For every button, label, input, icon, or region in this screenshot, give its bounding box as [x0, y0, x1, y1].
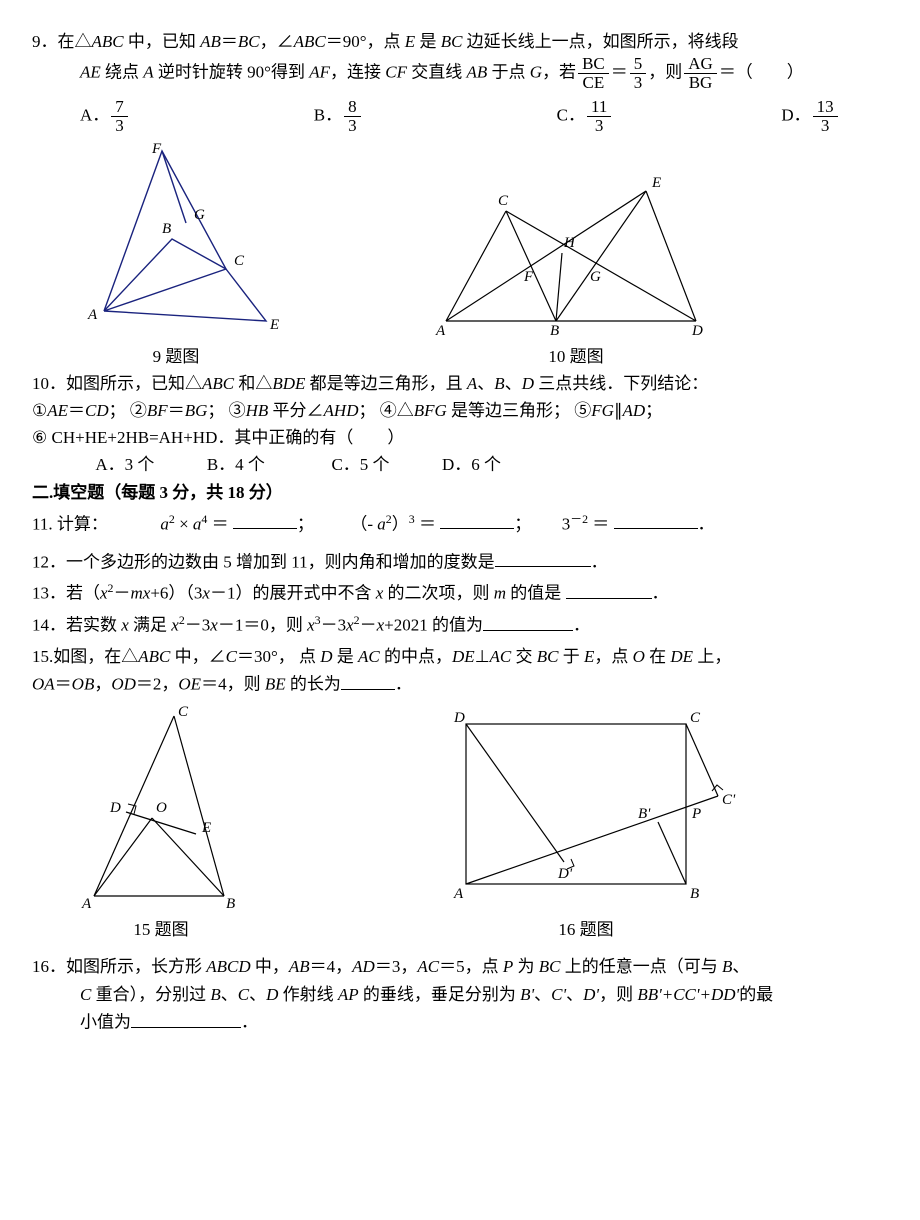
q11-blank-c[interactable] — [614, 510, 698, 530]
q15-figure: C A B D O E 15 题图 — [66, 704, 256, 943]
svg-text:P: P — [691, 806, 701, 822]
q10-figure-caption: 10 题图 — [426, 343, 726, 370]
q11-blank-b[interactable] — [440, 510, 514, 530]
q15-line2: OA＝OB，OD＝2，OE＝4，则 BE 的长为． — [32, 670, 888, 698]
svg-text:C: C — [498, 193, 509, 209]
svg-text:D: D — [453, 710, 465, 726]
q10-option-c[interactable]: C．5 个 — [331, 455, 389, 474]
q9-figure: F A B G C E 9 题图 — [66, 141, 286, 370]
q9-number: 9． — [32, 32, 58, 51]
svg-text:C: C — [690, 710, 701, 726]
q10-svg: A B D C E F G H — [426, 161, 726, 341]
svg-text:E: E — [651, 175, 661, 191]
q9-figure-caption: 9 题图 — [66, 343, 286, 370]
svg-text:D: D — [109, 800, 121, 816]
frac-ag-bg: AGBG — [684, 55, 717, 92]
section2-title: 二.填空题（每题 3 分，共 18 分） — [32, 479, 888, 506]
q12-number: 12． — [32, 552, 66, 571]
svg-text:E: E — [269, 317, 279, 333]
q15-blank[interactable] — [341, 670, 395, 690]
svg-text:A: A — [87, 307, 98, 323]
figures-row-1: F A B G C E 9 题图 A B D C E F G H 10 题图 — [32, 141, 888, 370]
frac-bc-ce: BCCE — [578, 55, 609, 92]
q15-line1: 15.如图，在△ABC 中，∠C＝30°， 点 D 是 AC 的中点，DE⊥AC… — [32, 643, 888, 670]
svg-text:B: B — [226, 896, 235, 912]
q10-number: 10． — [32, 374, 66, 393]
svg-text:A: A — [81, 896, 92, 912]
q15-number: 15. — [32, 647, 53, 666]
q9-line1: 9．在△ABC 中，已知 AB＝BC，∠ABC＝90°，点 E 是 BC 边延长… — [32, 28, 888, 55]
q13-line: 13．若（x2－mx+6）（3x－1）的展开式中不含 x 的二次项，则 m 的值… — [32, 579, 888, 607]
q9-options: A．73 B．83 C．113 D．133 — [80, 98, 888, 135]
q16-number: 16． — [32, 957, 66, 976]
q13-blank[interactable] — [566, 579, 652, 599]
q11-line: 11. 计算： a2 × a4 ＝ ； （- a2）3 ＝ ； 3－2 ＝ ． — [32, 510, 888, 538]
svg-text:C: C — [178, 704, 189, 720]
q9-svg: F A B G C E — [66, 141, 286, 341]
svg-text:B: B — [550, 323, 559, 339]
q13-number: 13． — [32, 584, 66, 603]
q15-svg: C A B D O E — [66, 704, 256, 914]
q10-figure: A B D C E F G H 10 题图 — [426, 161, 726, 370]
q9-option-a[interactable]: A．73 — [80, 98, 130, 135]
frac-5-3: 53 — [630, 55, 647, 92]
svg-text:O: O — [156, 800, 167, 816]
q10-option-a[interactable]: A．3 个 — [95, 455, 154, 474]
svg-text:D: D — [691, 323, 703, 339]
q16-svg: A B C D P D' C' B' — [426, 704, 746, 914]
q16-line3: 小值为． — [32, 1008, 888, 1036]
q16-line1: 16．如图所示，长方形 ABCD 中，AB＝4，AD＝3，AC＝5，点 P 为 … — [32, 953, 888, 980]
svg-text:C': C' — [722, 792, 736, 808]
q15-figure-caption: 15 题图 — [66, 916, 256, 943]
q9-option-b[interactable]: B．83 — [314, 98, 363, 135]
q10-line2: ①AE＝CD； ②BF＝BG； ③HB 平分∠AHD； ④△BFG 是等边三角形… — [32, 397, 888, 424]
page: 9．在△ABC 中，已知 AB＝BC，∠ABC＝90°，点 E 是 BC 边延长… — [0, 0, 920, 1220]
svg-text:F: F — [523, 269, 534, 285]
q12-line: 12．一个多边形的边数由 5 增加到 11，则内角和增加的度数是． — [32, 548, 888, 576]
q16-blank[interactable] — [131, 1008, 241, 1028]
q14-line: 14．若实数 x 满足 x2－3x－1＝0，则 x3－3x2－x+2021 的值… — [32, 611, 888, 639]
q14-blank[interactable] — [483, 611, 573, 631]
q10-option-b[interactable]: B．4 个 — [207, 455, 265, 474]
q10-line1: 10．如图所示，已知△ABC 和△BDE 都是等边三角形，且 A、B、D 三点共… — [32, 370, 888, 397]
svg-text:F: F — [151, 141, 162, 157]
q9-option-c[interactable]: C．113 — [557, 98, 614, 135]
q10-options: A．3 个 B．4 个 C．5 个 D．6 个 — [32, 451, 888, 478]
q9-line2: AE 绕点 A 逆时针旋转 90°得到 AF，连接 CF 交直线 AB 于点 G… — [32, 55, 888, 92]
q9-option-d[interactable]: D．133 — [781, 98, 839, 135]
q14-number: 14． — [32, 616, 66, 635]
svg-text:B: B — [690, 886, 699, 902]
svg-text:A: A — [453, 886, 464, 902]
svg-text:G: G — [590, 269, 601, 285]
q16-figure: A B C D P D' C' B' 16 题图 — [426, 704, 746, 943]
q16-line2: C 重合），分别过 B、C、D 作射线 AP 的垂线，垂足分别为 B'、C'、D… — [32, 981, 888, 1008]
q11-blank-a[interactable] — [233, 510, 297, 530]
svg-text:A: A — [435, 323, 446, 339]
svg-text:D': D' — [557, 866, 573, 882]
svg-text:B: B — [162, 221, 171, 237]
svg-text:G: G — [194, 207, 205, 223]
q16-figure-caption: 16 题图 — [426, 916, 746, 943]
q11-number: 11. — [32, 514, 57, 533]
q10-option-d[interactable]: D．6 个 — [442, 455, 501, 474]
figures-row-2: C A B D O E 15 题图 A B C D P D' C' B' 16 题图 — [32, 704, 888, 943]
q12-blank[interactable] — [495, 548, 591, 568]
svg-text:H: H — [563, 235, 576, 251]
svg-text:B': B' — [638, 806, 651, 822]
svg-text:E: E — [201, 820, 211, 836]
q10-line3: ⑥ CH+HE+2HB=AH+HD．其中正确的有（ ） — [32, 424, 888, 451]
svg-text:C: C — [234, 253, 245, 269]
